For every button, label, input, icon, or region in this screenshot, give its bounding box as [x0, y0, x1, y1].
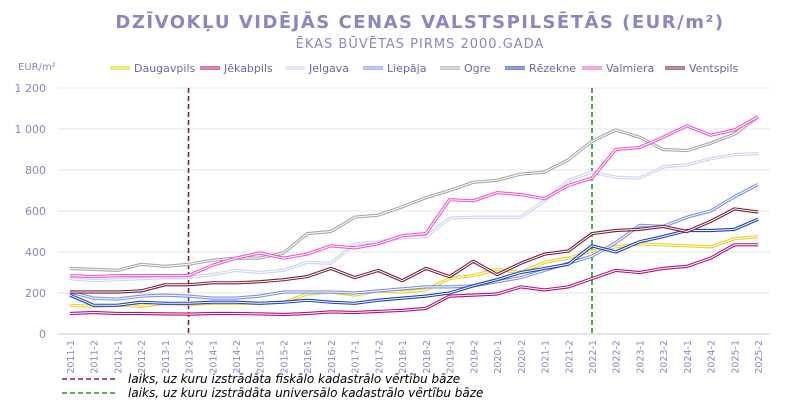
x-tick-label: 2020-2 — [517, 340, 528, 374]
legend-item: Jelgava — [285, 62, 349, 75]
legend-item: Liepāja — [363, 62, 426, 75]
y-tick-label: 1 200 — [15, 82, 47, 95]
legend-label: Jēkabpils — [223, 62, 273, 75]
legend-label: Valmiera — [606, 62, 654, 75]
series-line — [69, 115, 760, 272]
x-tick-label: 2014-2 — [232, 340, 243, 374]
x-tick-label: 2024-1 — [683, 340, 694, 374]
x-tick-label: 2014-1 — [208, 340, 219, 374]
series-line-core — [69, 208, 759, 293]
x-tick-label: 2015-2 — [279, 340, 290, 374]
y-axis-label: EUR/m² — [18, 62, 56, 73]
x-tick-label: 2016-2 — [327, 340, 338, 374]
series-line-outline — [69, 152, 759, 283]
legend-item: Jēkabpils — [200, 62, 273, 75]
marker-lines — [187, 88, 593, 334]
marker-note: laiks, uz kuru izstrādāta universālo kad… — [128, 386, 483, 400]
legend-label: Rēzekne — [529, 62, 576, 75]
series-line — [69, 182, 759, 301]
series-line-core — [69, 218, 759, 306]
marker-note: laiks, uz kuru izstrādāta fiskālo kadast… — [128, 372, 460, 386]
legend-item: Daugavpils — [110, 62, 196, 75]
plot-lines — [69, 115, 760, 317]
x-tick-label: 2018-1 — [398, 340, 409, 374]
x-tick-label: 2012-2 — [137, 340, 148, 374]
x-tick-label: 2024-2 — [707, 340, 718, 374]
series-line-core — [69, 116, 759, 278]
series-line — [69, 152, 759, 283]
chart-subtitle: ĒKAS BŪVĒTAS PIRMS 2000.GADA — [296, 37, 545, 52]
x-tick-label: 2013-2 — [185, 340, 196, 374]
x-tick-label: 2011-1 — [66, 340, 77, 374]
legend-item: Ogre — [440, 62, 491, 75]
y-tick-label: 0 — [39, 328, 46, 341]
series-line — [69, 207, 759, 294]
y-tick-label: 800 — [25, 164, 46, 177]
series-line-core — [69, 244, 759, 315]
series-line-outline — [69, 207, 759, 294]
x-tick-label: 2013-1 — [161, 340, 172, 374]
x-tick-label: 2021-1 — [541, 340, 552, 374]
y-tick-label: 400 — [25, 246, 46, 259]
x-tick-label: 2025-1 — [730, 340, 741, 374]
x-tick-label: 2018-2 — [422, 340, 433, 374]
chart-title: DZĪVOKĻU VIDĒJĀS CENAS VALSTSPILSĒTĀS (E… — [115, 12, 724, 33]
x-tick-label: 2021-2 — [564, 340, 575, 374]
series-line-core — [69, 183, 759, 300]
series-line — [69, 217, 759, 307]
series-line — [69, 243, 759, 317]
x-tick-label: 2023-1 — [635, 340, 646, 374]
series-line — [69, 115, 759, 279]
x-tick-label: 2017-2 — [374, 340, 385, 374]
legend-label: Liepāja — [387, 62, 426, 75]
x-axis: 2011-1 2011-2 2012-1 2012-2 2013-1 2013-2 2014… — [66, 340, 765, 374]
x-tick-label: 2016-1 — [303, 340, 314, 374]
series-line-core — [69, 116, 759, 271]
x-tick-label: 2019-1 — [446, 340, 457, 374]
series-line-core — [69, 153, 759, 282]
x-tick-label: 2011-2 — [90, 340, 101, 374]
x-tick-label: 2025-2 — [754, 340, 765, 374]
grid — [58, 87, 770, 335]
y-tick-label: 600 — [25, 205, 46, 218]
legend-item: Rēzekne — [505, 62, 576, 75]
x-tick-label: 2015-1 — [256, 340, 267, 374]
x-tick-label: 2023-2 — [659, 340, 670, 374]
marker-notes: laiks, uz kuru izstrādāta fiskālo kadast… — [62, 372, 483, 400]
legend-label: Ventspils — [689, 62, 739, 75]
x-tick-label: 2020-1 — [493, 340, 504, 374]
legend-item: Valmiera — [582, 62, 654, 75]
x-tick-label: 2022-2 — [612, 340, 623, 374]
x-tick-label: 2012-1 — [113, 340, 124, 374]
legend-label: Ogre — [464, 62, 491, 75]
y-axis: 0 200 400 600 800 1 000 1 200 — [15, 82, 47, 341]
legend-label: Daugavpils — [134, 62, 196, 75]
x-tick-label: 2017-1 — [351, 340, 362, 374]
legend: Daugavpils Jēkabpils Jelgava Liepāja Ogre Rēz… — [110, 62, 739, 75]
y-tick-label: 200 — [25, 287, 46, 300]
x-tick-label: 2022-1 — [588, 340, 599, 374]
x-tick-label: 2019-2 — [469, 340, 480, 374]
legend-label: Jelgava — [308, 62, 349, 75]
legend-item: Ventspils — [665, 62, 739, 75]
y-tick-label: 1 000 — [15, 123, 47, 136]
